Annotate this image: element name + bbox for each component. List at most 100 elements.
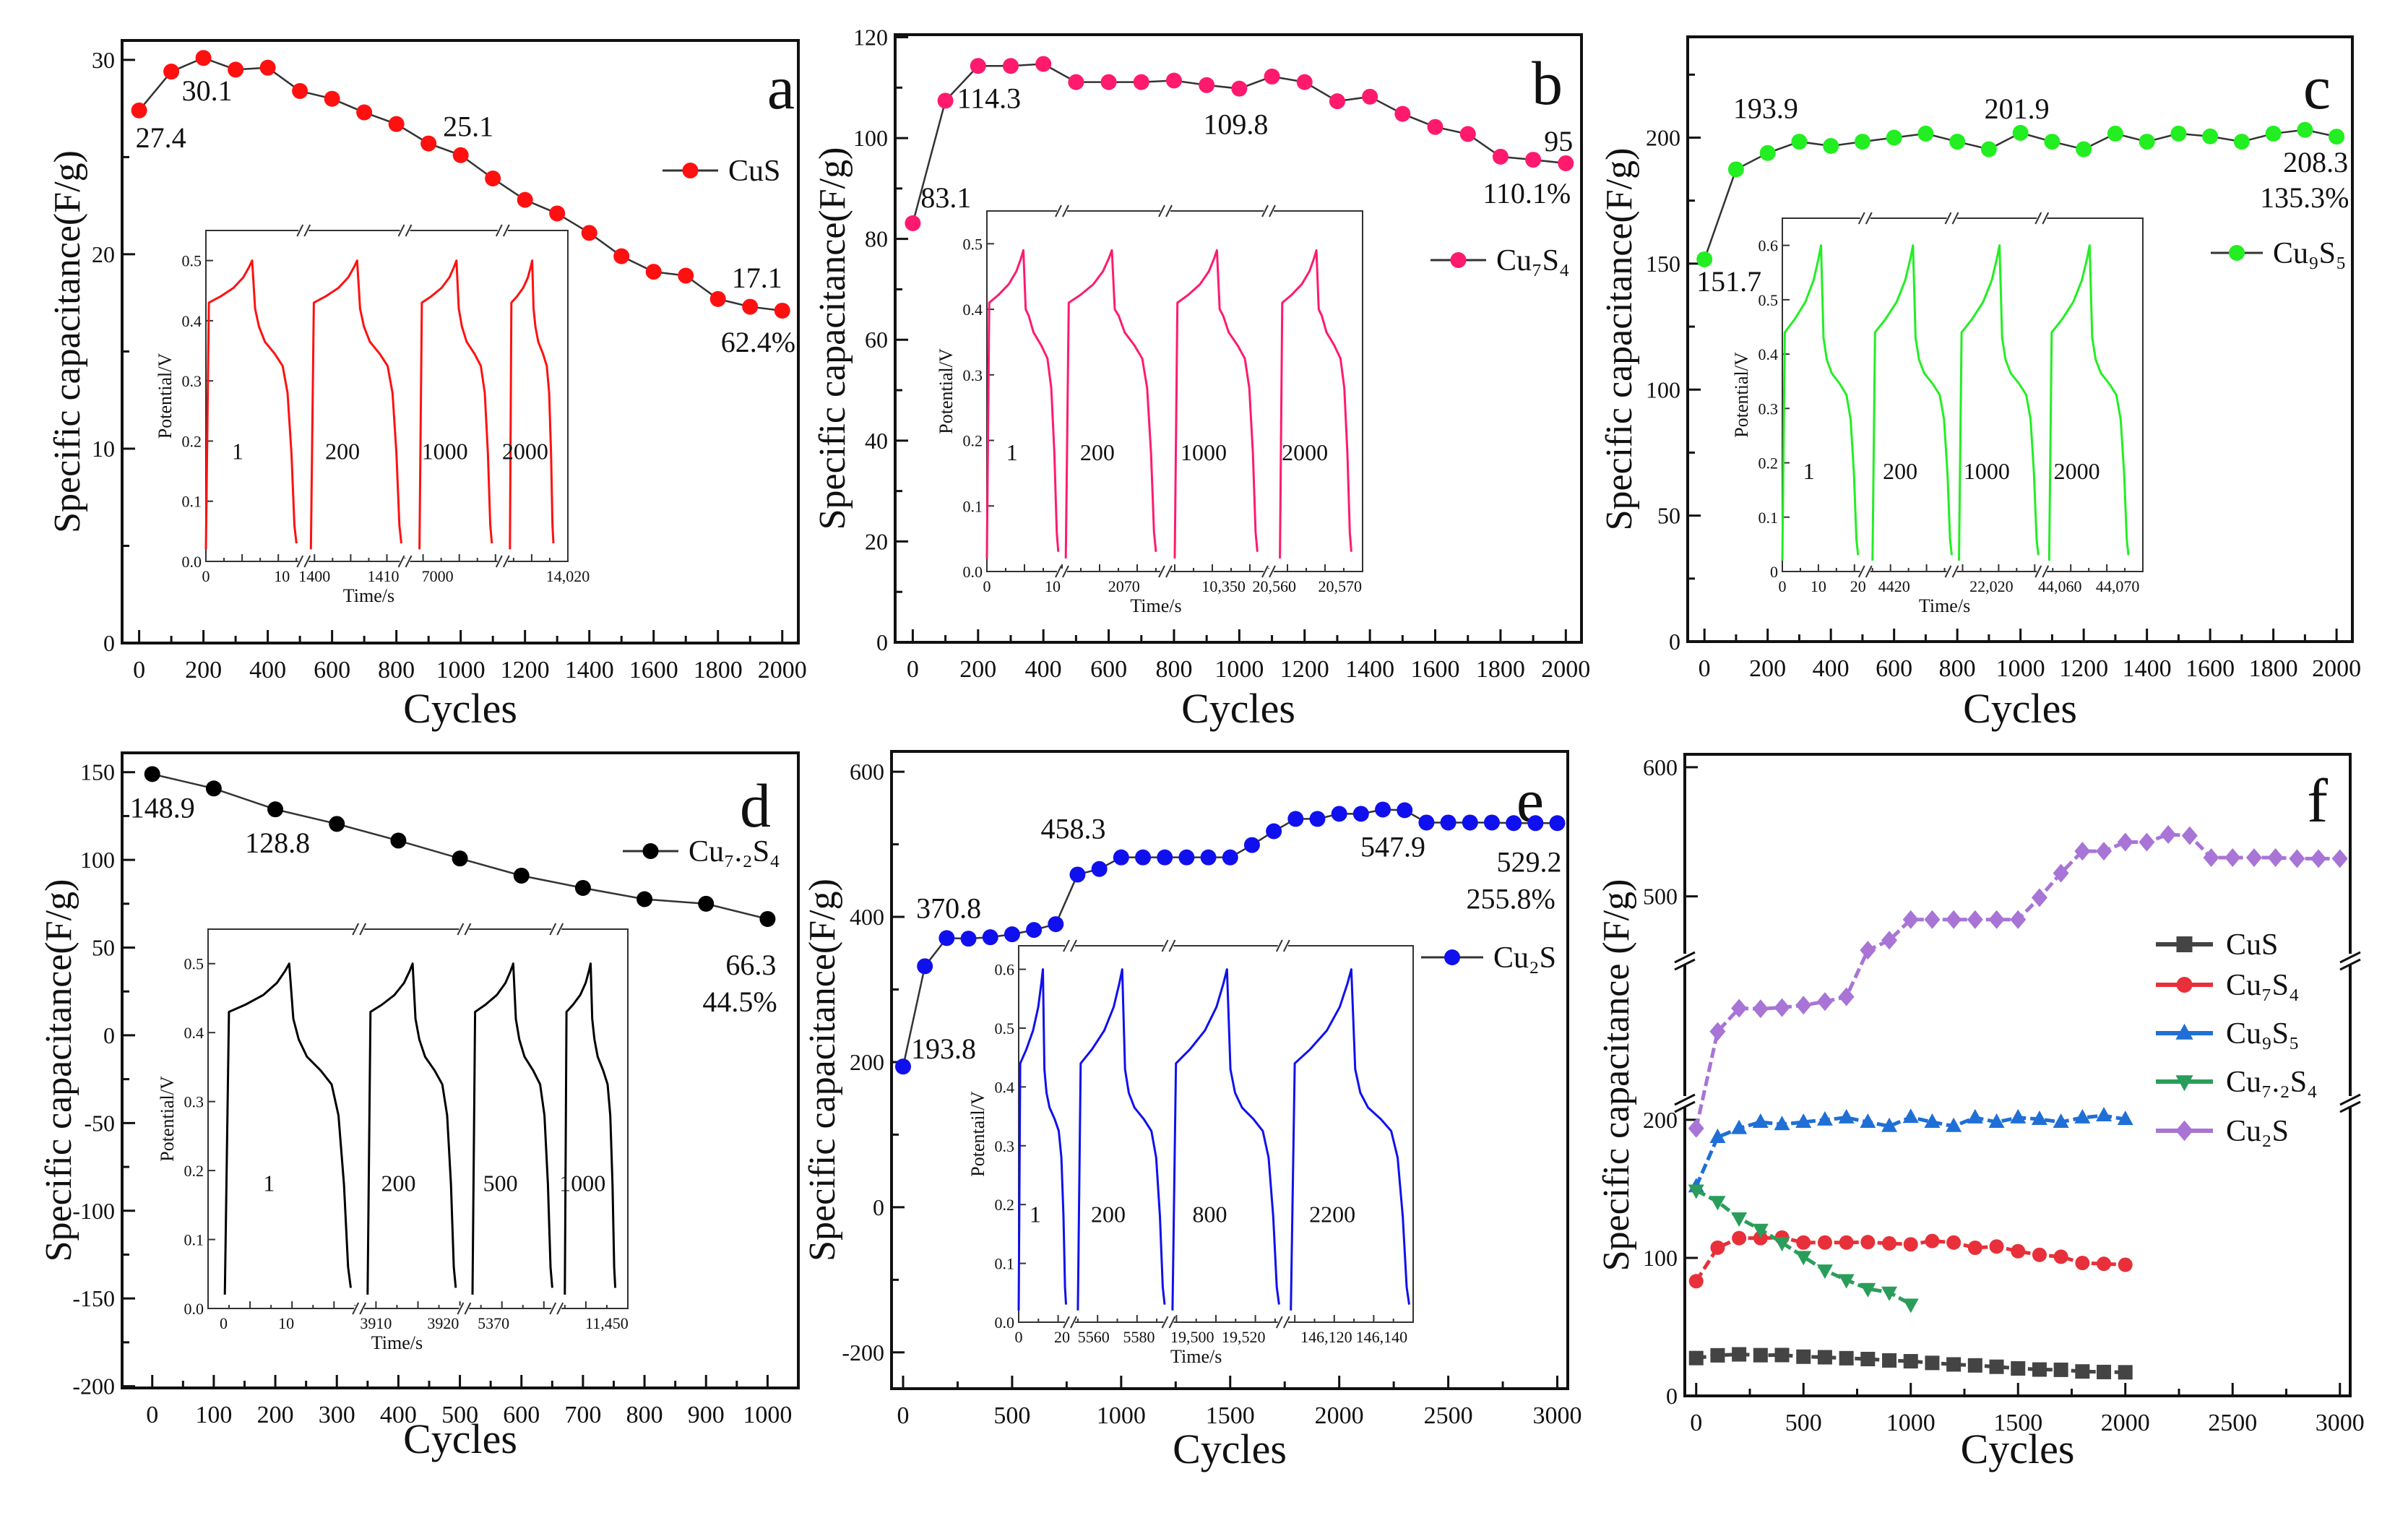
data-point: [1731, 999, 1748, 1018]
data-point: [1752, 1113, 1769, 1128]
inset-axis-break-mark: [556, 923, 564, 936]
data-point: [1886, 129, 1902, 146]
data-point: [1823, 138, 1839, 155]
inset-axis-break-gap: [1057, 208, 1067, 214]
inset-y-tick-label: 0.2: [182, 432, 202, 450]
data-point: [1860, 1351, 1876, 1366]
y-tick-label: -100: [72, 1198, 115, 1224]
inset-axis-break-mark: [1275, 1316, 1283, 1329]
inset-gcd-curve: [1781, 244, 1860, 561]
inset-x-tick-label: 5370: [478, 1314, 509, 1332]
x-tick-label: 1000: [1886, 1410, 1936, 1436]
inset-frame: [205, 230, 569, 562]
data-point: [1026, 922, 1043, 939]
inset-y-axis-label: Potential/V: [1731, 352, 1752, 438]
y-tick-label: 0: [876, 629, 888, 655]
inset-axis-break-mark: [1062, 204, 1069, 217]
inset-x-tick-label: 146,140: [1356, 1328, 1408, 1346]
x-tick-label: 2000: [2312, 655, 2361, 682]
inset-axis-break-gap: [1946, 569, 1957, 574]
inset-axis-break-mark: [1063, 1316, 1070, 1329]
inset-axis-break-mark: [457, 1302, 465, 1315]
x-tick-label: 1000: [1214, 656, 1264, 683]
inset-y-tick-label: 0.0: [182, 553, 202, 571]
inset-y-tick-label: 0.1: [963, 497, 983, 515]
inset-axis-break-gap: [1860, 569, 1870, 574]
axis-break-mark: [1674, 1100, 1696, 1113]
inset-axis-break-mark: [2034, 212, 2042, 225]
inset-x-tick-label: 20: [1850, 577, 1866, 595]
data-point: [2075, 1256, 2090, 1271]
series-line: [1695, 1189, 1912, 1306]
legend-label: Cu₇S₄: [2226, 969, 2300, 1002]
x-tick-label: 800: [626, 1402, 663, 1428]
inset-axis-break-mark: [1857, 212, 1865, 225]
inset-gcd-curve: [1171, 968, 1280, 1311]
inset-x-tick-label: 4420: [1878, 577, 1910, 595]
inset-axis-break-mark: [352, 923, 360, 936]
inset-axis-break-mark: [405, 224, 413, 237]
data-point: [1838, 1274, 1855, 1289]
inset-axis-break-gap: [551, 1306, 562, 1311]
data-point: [1222, 849, 1238, 866]
inset-axis-break-mark: [1161, 1316, 1169, 1329]
x-tick-label: 600: [1876, 655, 1912, 682]
inset-gcd-curve: [1064, 249, 1157, 559]
data-point: [1035, 56, 1052, 72]
data-point: [1492, 148, 1509, 165]
y-tick-label: 150: [80, 759, 115, 785]
data-point: [1946, 910, 1962, 929]
data-point: [1881, 931, 1898, 950]
inset-cycle-label: 1: [1803, 458, 1815, 484]
inset-gcd-curve: [309, 259, 402, 550]
x-axis-label: Cycles: [1963, 685, 2077, 732]
data-point: [1688, 1274, 1704, 1289]
y-tick-label: -200: [72, 1373, 115, 1400]
y-axis-label: Specific capacitance(F/g): [812, 147, 853, 530]
inset-axis-break-gap: [1057, 569, 1067, 574]
panel-c: 0 200 400 600 800 1000 1200 1400 1600 1800 2000050…: [1599, 35, 2361, 732]
data-point: [1296, 74, 1313, 90]
legend-label: Cu₇S₄: [1496, 244, 1570, 277]
panel-a: 0 200 400 600 800 1000 1200 1400 1600 1800 2000010…: [47, 39, 807, 732]
data-point: [1231, 80, 1248, 97]
data-point: [1795, 996, 1812, 1015]
x-tick-label: 200: [185, 657, 222, 683]
data-point: [388, 116, 405, 132]
inset-axis-break-gap: [400, 228, 410, 233]
inset-axis-break-mark: [303, 224, 311, 237]
inset-y-tick-label: 0.1: [995, 1255, 1015, 1273]
inset-y-tick-label: 0.3: [963, 366, 983, 384]
data-label: 208.3: [2283, 146, 2348, 178]
y-tick-label: 600: [1643, 754, 1678, 780]
inset-x-tick-label: 1410: [367, 567, 399, 585]
x-tick-label: 400: [1025, 656, 1062, 683]
data-point: [131, 102, 147, 118]
x-tick-label: 0: [907, 656, 919, 683]
legend-marker: [682, 163, 699, 178]
data-label: 201.9: [1985, 92, 2050, 125]
y-tick-label: 50: [1657, 503, 1680, 529]
inset-x-axis-label: Time/s: [1170, 1346, 1222, 1367]
y-tick-label: 10: [92, 436, 115, 462]
inset-x-tick-label: 22,020: [1969, 577, 2014, 595]
x-tick-label: 0: [897, 1402, 909, 1429]
data-point: [485, 171, 501, 187]
data-point: [982, 929, 998, 946]
inset-axis-break-mark: [303, 555, 311, 568]
legend-label: Cu₉S₅: [2226, 1017, 2300, 1051]
data-point: [2310, 849, 2327, 868]
inset-axis-break-mark: [495, 224, 503, 237]
x-tick-label: 0: [1690, 1410, 1702, 1436]
legend-label: Cu₇.₂S₄: [2226, 1066, 2318, 1099]
data-point: [1264, 68, 1280, 85]
inset-y-tick-label: 0.3: [182, 372, 202, 390]
x-tick-label: 2000: [758, 657, 807, 683]
y-tick-label: 50: [92, 935, 115, 961]
inset-x-axis-label: Time/s: [1130, 595, 1181, 616]
inset-y-tick-label: 0.1: [184, 1231, 204, 1249]
y-tick-label: 100: [853, 125, 888, 151]
inset-axis-break-mark: [502, 555, 510, 568]
inset-axis-break-mark: [1168, 1316, 1176, 1329]
